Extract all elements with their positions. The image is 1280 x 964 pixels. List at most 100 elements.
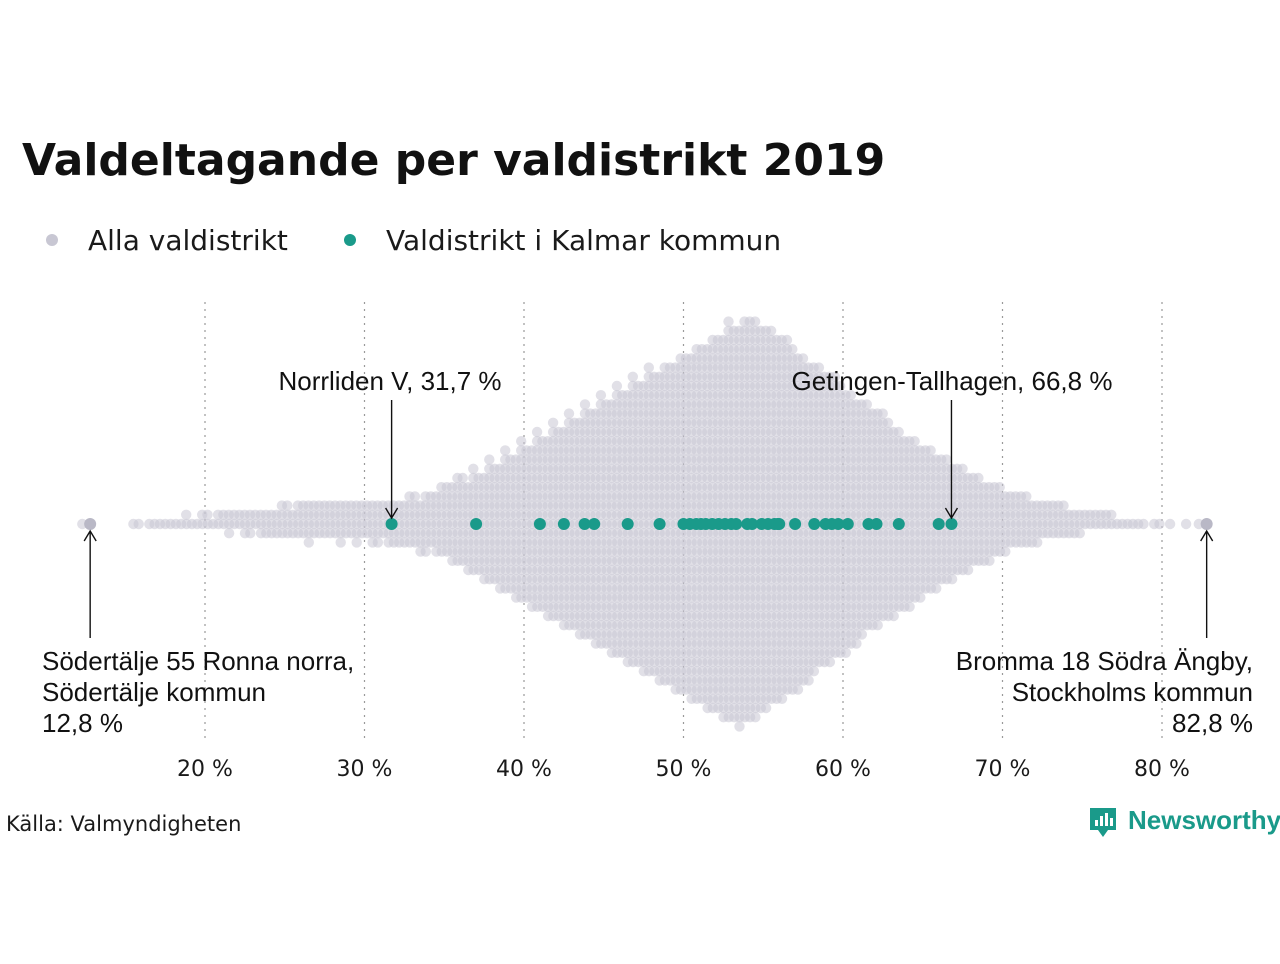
district-point: [962, 564, 974, 576]
district-point: [803, 675, 814, 686]
kalmar-district-point: [773, 518, 786, 530]
district-point: [547, 417, 559, 428]
kalmar-district-point: [621, 518, 634, 530]
district-point: [595, 390, 607, 401]
district-point: [941, 454, 952, 465]
district-point: [1000, 546, 1011, 557]
x-tick-label: 20 %: [177, 757, 233, 782]
district-point: [973, 472, 984, 484]
x-tick-label: 50 %: [656, 757, 712, 782]
district-point: [893, 426, 904, 438]
district-point: [500, 445, 511, 456]
annotation-label: Stockholms kommun: [1012, 677, 1253, 707]
annotation-label: 82,8 %: [1172, 708, 1253, 738]
district-point: [223, 528, 235, 539]
district-point: [1074, 528, 1086, 539]
chart-title: Valdeltagande per valdistrikt 2019: [22, 135, 885, 186]
district-point: [1138, 518, 1149, 530]
legend-label-kalmar: Valdistrikt i Kalmar kommun: [386, 224, 781, 257]
district-point: [792, 684, 804, 695]
district-point: [202, 509, 213, 520]
kalmar-district-point: [730, 518, 743, 530]
district-point: [781, 334, 793, 346]
district-point: [468, 463, 479, 474]
legend: Alla valdistrikt Valdistrikt i Kalmar ko…: [46, 224, 781, 257]
district-point: [813, 362, 825, 373]
annotation-arrowhead: [944, 507, 959, 520]
district-point: [765, 325, 777, 336]
district-point: [909, 436, 920, 447]
kalmar-district-point: [557, 518, 570, 530]
legend-marker-alla: [46, 234, 58, 246]
district-point: [282, 500, 293, 511]
kalmar-district-point: [892, 518, 905, 530]
district-point: [531, 426, 543, 438]
kalmar-district-point: [808, 518, 821, 530]
annotation-arrowhead: [385, 507, 399, 520]
kalmar-district-point: [945, 518, 958, 530]
kalmar-district-point: [385, 518, 398, 530]
annotation-arrowhead: [83, 529, 97, 542]
district-point: [888, 610, 899, 622]
district-point: [303, 537, 314, 548]
district-point: [797, 353, 809, 364]
district-point: [829, 371, 841, 382]
district-point: [1154, 518, 1165, 530]
district-point: [760, 702, 772, 714]
district-point: [245, 528, 256, 539]
x-axis-ticks: 20 % 30 % 40 % 50 % 60 % 70 % 80 %: [177, 757, 1190, 782]
district-point: [931, 583, 942, 594]
district-point: [877, 408, 888, 419]
annotations: Norrliden V, 31,7 % Getingen-Tallhagen, 6…: [42, 366, 1253, 738]
district-point: [840, 647, 851, 658]
kalmar-district-point: [870, 518, 883, 530]
district-point: [925, 445, 936, 456]
district-point: [1032, 537, 1043, 548]
district-point: [723, 316, 734, 327]
district-point: [643, 362, 654, 373]
district-point: [787, 344, 798, 355]
district-point: [351, 537, 362, 548]
swarm-kalmar-districts: [385, 518, 958, 530]
x-tick-label: 60 %: [815, 757, 871, 782]
district-point: [579, 399, 591, 410]
annotation-label: Norrliden V, 31,7 %: [278, 366, 501, 396]
district-point: [851, 638, 862, 649]
district-point: [335, 537, 346, 548]
district-point: [904, 601, 915, 612]
newsworthy-brand-name: Newsworthy: [1128, 805, 1280, 835]
district-point: [1164, 518, 1176, 530]
annotation-label: Getingen-Tallhagen, 66,8 %: [792, 366, 1113, 396]
kalmar-district-point: [746, 518, 759, 530]
kalmar-district-point: [653, 518, 666, 530]
district-point: [611, 380, 623, 392]
district-point: [984, 555, 995, 566]
newsworthy-logo: Newsworthy: [1090, 805, 1280, 837]
district-point: [1058, 500, 1069, 511]
annotation-label: Södertälje kommun: [42, 677, 266, 707]
kalmar-district-point: [533, 518, 546, 530]
district-point: [946, 574, 958, 585]
district-point: [835, 380, 846, 392]
district-point: [734, 721, 745, 732]
district-point: [457, 472, 468, 484]
x-tick-label: 70 %: [975, 757, 1031, 782]
kalmar-district-point: [841, 518, 854, 530]
district-point: [808, 666, 820, 677]
kalmar-district-point: [789, 518, 802, 530]
district-point: [750, 712, 761, 723]
district-point: [409, 491, 421, 502]
district-point: [484, 454, 495, 465]
district-point: [181, 509, 192, 520]
x-tick-label: 40 %: [496, 757, 552, 782]
district-point: [563, 408, 575, 419]
newsworthy-logo-icon: [1090, 808, 1116, 837]
annotation-label: 12,8 %: [42, 708, 123, 738]
district-point: [627, 371, 638, 382]
district-point: [372, 537, 384, 548]
district-point: [994, 482, 1005, 493]
x-tick-label: 80 %: [1134, 757, 1190, 782]
swarm-all-districts: [77, 316, 1213, 732]
